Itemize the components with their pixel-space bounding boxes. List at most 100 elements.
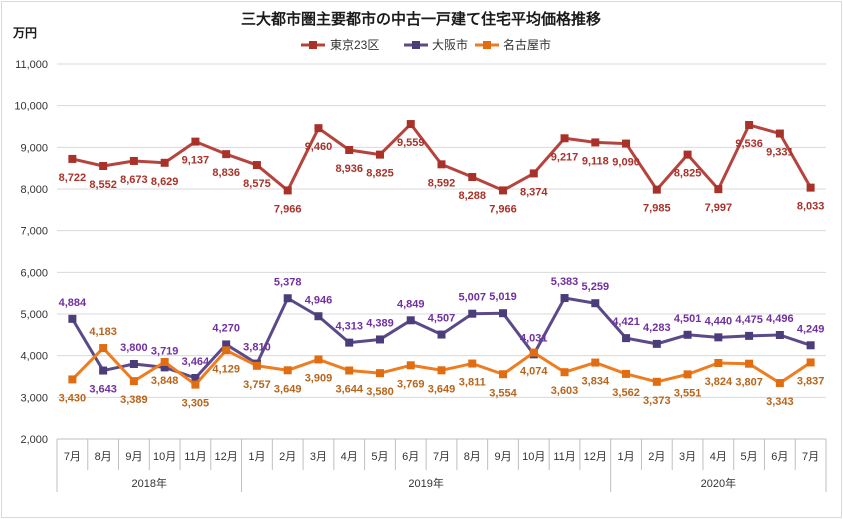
x-tick-label-month: 3月 [310, 451, 327, 463]
data-point-nagoya [806, 358, 815, 367]
data-point-nagoya [652, 377, 661, 386]
data-label-osaka: 3,643 [89, 384, 117, 396]
data-point-osaka [683, 330, 692, 339]
legend-label-osaka: 大阪市 [432, 37, 468, 52]
data-point-tokyo [283, 186, 292, 195]
data-label-tokyo: 8,836 [212, 167, 240, 179]
data-label-osaka: 5,019 [489, 291, 517, 303]
data-point-osaka [68, 314, 77, 323]
data-point-tokyo [468, 173, 477, 181]
data-point-osaka [806, 341, 815, 350]
data-label-osaka: 3,464 [182, 356, 210, 368]
data-label-tokyo: 9,118 [582, 155, 609, 167]
data-label-nagoya: 3,757 [243, 379, 271, 391]
data-label-tokyo: 8,825 [366, 168, 394, 180]
data-label-tokyo: 8,673 [120, 174, 148, 186]
x-tick-label-month: 6月 [771, 451, 788, 463]
x-tick-label-month: 1月 [617, 451, 634, 463]
x-tick-label-month: 9月 [494, 451, 511, 463]
data-label-tokyo: 9,217 [551, 151, 579, 163]
data-label-tokyo: 8,033 [797, 201, 825, 213]
data-point-nagoya [99, 344, 108, 353]
x-tick-label-month: 12月 [584, 451, 607, 463]
data-point-nagoya [468, 359, 477, 368]
data-label-nagoya: 3,769 [397, 378, 425, 390]
data-label-nagoya: 4,129 [212, 363, 240, 375]
x-tick-label-month: 5月 [371, 451, 388, 463]
data-label-tokyo: 8,552 [89, 179, 117, 191]
data-point-osaka [652, 339, 661, 348]
data-point-nagoya [345, 366, 354, 375]
y-tick-label: 4,000 [20, 351, 48, 363]
data-point-osaka [129, 360, 138, 368]
legend-item-osaka: 大阪市 [404, 37, 468, 52]
data-label-osaka: 5,007 [458, 292, 486, 304]
data-label-nagoya: 3,389 [120, 394, 148, 406]
data-point-osaka [191, 374, 200, 382]
data-point-osaka [345, 338, 354, 347]
data-point-osaka [468, 309, 477, 318]
data-point-osaka [560, 294, 569, 303]
x-tick-label-month: 11月 [184, 451, 206, 463]
data-label-nagoya: 3,603 [551, 385, 579, 397]
x-tick-label-month: 12月 [215, 451, 238, 463]
data-point-tokyo [68, 154, 77, 163]
data-point-nagoya [406, 361, 415, 370]
data-point-tokyo [560, 134, 569, 143]
axes: 2,000 3,000 4,000 5,000 6,000 7,000 8,000 9,000… [14, 59, 827, 492]
data-point-nagoya [622, 369, 631, 378]
data-label-osaka: 4,501 [674, 313, 702, 325]
data-point-nagoya [775, 379, 784, 388]
x-tick-label-month: 10月 [522, 451, 545, 463]
data-point-nagoya [375, 369, 384, 378]
data-label-osaka: 5,383 [551, 276, 579, 288]
data-point-osaka [775, 331, 784, 339]
data-point-tokyo [314, 124, 323, 133]
data-label-osaka: 4,884 [59, 297, 87, 309]
y-tick-label: 3,000 [20, 392, 48, 404]
data-point-tokyo [806, 183, 815, 192]
data-label-nagoya: 3,824 [705, 376, 733, 388]
data-label-nagoya: 3,649 [428, 383, 456, 395]
data-point-osaka [591, 299, 600, 308]
data-label-nagoya: 3,373 [643, 395, 671, 407]
data-point-nagoya [683, 370, 692, 379]
data-point-osaka [222, 340, 231, 349]
data-label-nagoya: 4,183 [89, 326, 117, 338]
y-tick-label: 8,000 [20, 184, 48, 196]
data-point-tokyo [745, 121, 754, 129]
data-label-osaka: 4,946 [305, 294, 333, 306]
data-point-osaka [745, 331, 754, 340]
legend-marker-tokyo [309, 41, 317, 49]
data-label-nagoya: 3,811 [459, 377, 486, 389]
legend: 東京23区 大阪市 名古屋市 [301, 37, 551, 52]
data-label-tokyo: 9,331 [766, 147, 794, 159]
data-label-tokyo: 7,966 [274, 203, 302, 215]
data-point-nagoya [252, 361, 261, 370]
data-label-tokyo: 7,966 [489, 203, 517, 215]
data-point-nagoya [160, 358, 169, 366]
x-tick-label-month: 4月 [341, 451, 358, 463]
data-point-nagoya [283, 366, 292, 375]
data-label-nagoya: 3,837 [797, 375, 825, 387]
data-label-osaka: 5,378 [274, 276, 302, 288]
legend-item-nagoya: 名古屋市 [475, 37, 551, 52]
data-label-osaka: 4,440 [705, 315, 733, 327]
data-label-nagoya: 3,562 [612, 387, 640, 399]
x-tick-label-month: 10月 [153, 451, 176, 463]
data-point-tokyo [345, 146, 354, 154]
data-label-tokyo: 8,592 [428, 177, 456, 189]
data-label-tokyo: 8,722 [59, 172, 87, 184]
data-label-osaka: 3,810 [243, 342, 271, 354]
data-point-tokyo [160, 158, 169, 167]
data-point-tokyo [652, 185, 661, 194]
y-tick-label: 2,000 [20, 434, 48, 446]
data-label-tokyo: 8,629 [151, 176, 179, 188]
data-point-nagoya [314, 355, 323, 364]
x-tick-label-month: 2月 [648, 451, 665, 463]
data-point-nagoya [560, 368, 569, 377]
data-label-nagoya: 3,580 [366, 386, 394, 398]
